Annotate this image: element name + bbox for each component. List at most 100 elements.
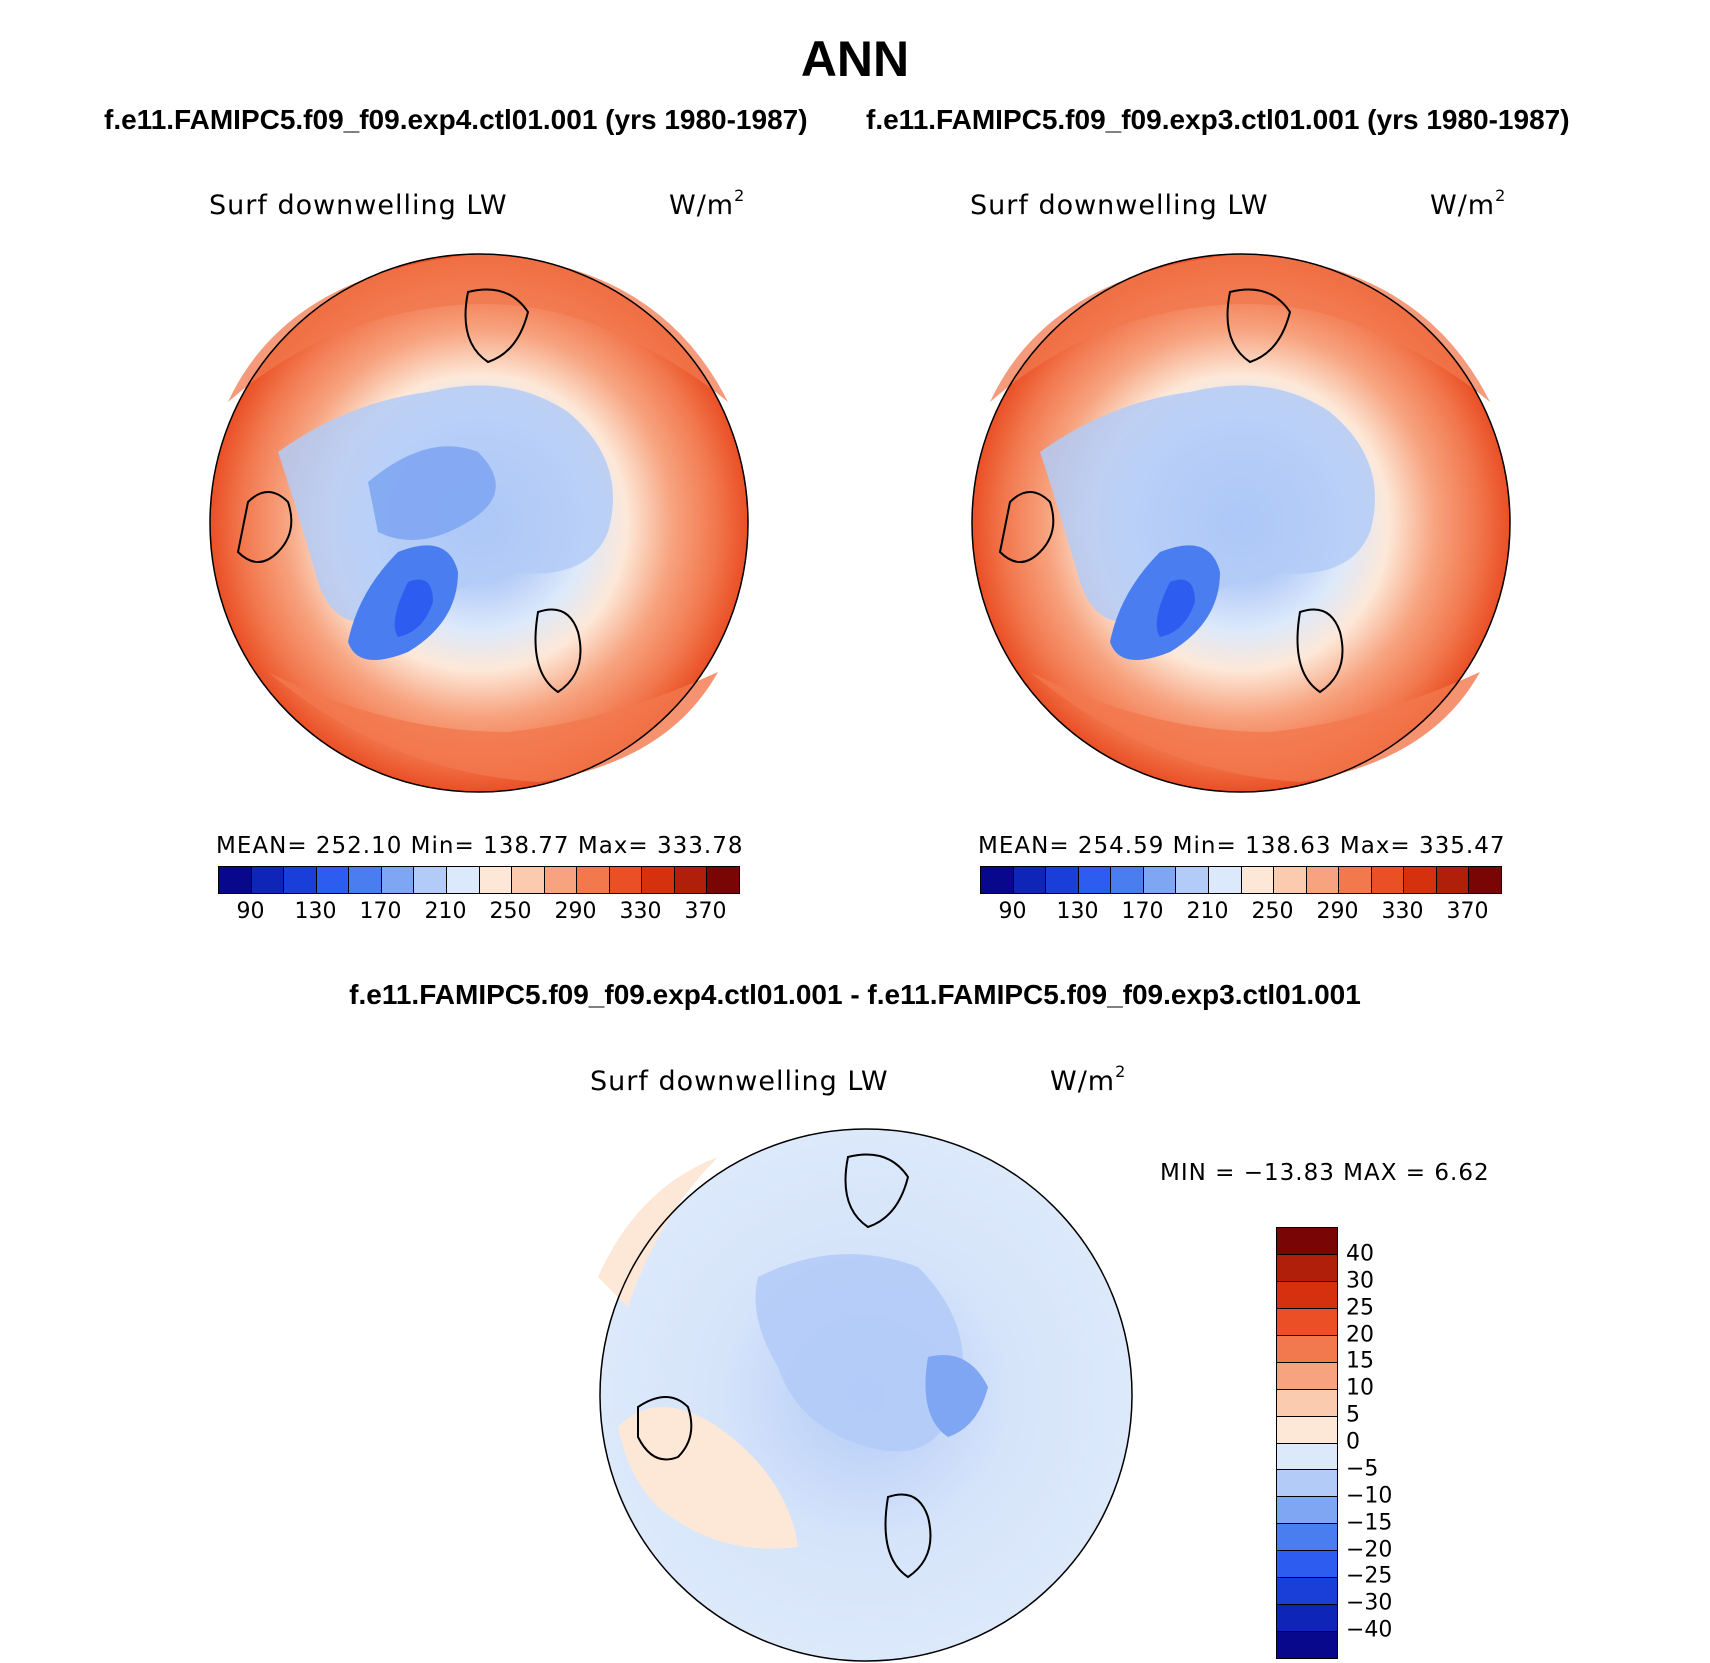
diff-warm-patch-west [618, 1407, 798, 1549]
diff-stats: MIN = −13.83 MAX = 6.62 [1160, 1160, 1490, 1186]
diff-colorbar-swatch [1277, 1281, 1337, 1309]
left-coastlines [236, 288, 582, 694]
right-colorbar-swatch [1339, 867, 1372, 893]
left-colorbar-tick-label: 130 [294, 899, 337, 924]
diff-map [598, 1128, 1133, 1662]
left-map-border [209, 253, 749, 793]
diff-colorbar-tick-label: 15 [1346, 1348, 1374, 1374]
diff-coastlines [637, 1153, 932, 1579]
left-colorbar-swatch [544, 867, 578, 893]
left-colorbar-swatch [642, 867, 675, 893]
left-colorbar-swatch [512, 867, 545, 893]
diff-colorbar-swatch [1277, 1578, 1337, 1606]
left-colorbar-swatch [577, 867, 610, 893]
left-colorbar-swatch [219, 867, 252, 893]
left-units-label: W/m2 [669, 186, 746, 221]
right-colorbar-swatch [1241, 867, 1275, 893]
left-map [209, 253, 749, 793]
right-coastlines [998, 288, 1344, 694]
right-colorbar-swatch [981, 867, 1014, 893]
left-colorbar-tick-label: 370 [684, 899, 727, 924]
diff-colorbar-tick-label: −20 [1346, 1537, 1393, 1562]
diff-colorbar-tick-label: 25 [1346, 1295, 1374, 1321]
diff-colorbar-swatch [1277, 1632, 1337, 1658]
diff-colorbar-tick-label: 30 [1346, 1268, 1374, 1294]
left-colorbar-swatch [381, 867, 415, 893]
right-colorbar-swatch [1436, 867, 1470, 893]
left-colorbar-tick-label: 210 [424, 899, 467, 924]
diff-warm-patch-north [598, 1157, 718, 1307]
right-stats: MEAN= 254.59 Min= 138.63 Max= 335.47 [978, 833, 1506, 859]
diff-colorbar-tick-label: 40 [1346, 1241, 1374, 1267]
diff-colorbar [1276, 1227, 1338, 1659]
right-arctic-low [1040, 385, 1375, 622]
diff-variable-label: Surf downwelling LW [590, 1066, 889, 1097]
right-colorbar-swatch [1111, 867, 1144, 893]
diff-units-label: W/m2 [1050, 1062, 1127, 1097]
right-colorbar-swatch [1371, 867, 1405, 893]
diff-colorbar-tick-label: 20 [1346, 1322, 1374, 1347]
diff-cool-core [925, 1355, 988, 1437]
left-colorbar-swatch [479, 867, 513, 893]
diff-colorbar-tick-label: −5 [1346, 1456, 1379, 1482]
diff-cool-central [755, 1254, 963, 1452]
case2-title: f.e11.FAMIPC5.f09_f09.exp3.ctl01.001 (yr… [866, 104, 1570, 135]
right-pacific-warm [990, 254, 1490, 402]
left-colorbar-tick-label: 90 [236, 899, 265, 924]
right-colorbar-swatch [1078, 867, 1112, 893]
left-colorbar-swatch [414, 867, 447, 893]
right-colorbar-tick-label: 170 [1121, 899, 1164, 924]
right-colorbar-swatch [1306, 867, 1340, 893]
left-colorbar-swatch [609, 867, 643, 893]
diff-colorbar-tick-label: 0 [1346, 1429, 1360, 1455]
right-colorbar-swatch [1013, 867, 1047, 893]
diff-colorbar-tick-label: −40 [1346, 1617, 1393, 1643]
left-arctic-core [368, 446, 496, 540]
left-colorbar-tick-label: 290 [554, 899, 597, 924]
case1-title: f.e11.FAMIPC5.f09_f09.exp4.ctl01.001 (yr… [104, 104, 808, 135]
left-colorbar-tick-label: 170 [359, 899, 402, 924]
diff-colorbar-swatch [1277, 1524, 1337, 1552]
right-variable-label: Surf downwelling LW [970, 190, 1269, 221]
right-colorbar-swatch [1208, 867, 1242, 893]
figure-title: ANN [800, 31, 910, 87]
right-colorbar-swatch [1046, 867, 1079, 893]
diff-colorbar-swatch [1277, 1362, 1337, 1390]
right-colorbar-tick-label: 290 [1316, 899, 1359, 924]
right-map-border [971, 253, 1511, 793]
right-colorbar-tick-label: 130 [1056, 899, 1099, 924]
diff-colorbar-swatch [1277, 1389, 1337, 1417]
left-colorbar-swatch [284, 867, 317, 893]
left-atlantic-warm [268, 672, 718, 782]
left-colorbar-swatch [674, 867, 708, 893]
diff-colorbar-swatch [1277, 1551, 1337, 1579]
diff-colorbar-swatch [1277, 1254, 1337, 1282]
left-colorbar [218, 866, 740, 894]
left-pacific-warm [228, 254, 728, 402]
diff-colorbar-tick-label: −25 [1346, 1563, 1393, 1589]
right-colorbar-ticks: 90 130 170 210 250 290 330 370 [980, 899, 1500, 929]
right-colorbar-tick-label: 370 [1446, 899, 1489, 924]
left-colorbar-swatch [446, 867, 480, 893]
right-colorbar-swatch [1404, 867, 1437, 893]
diff-colorbar-ticks: 40 30 25 20 15 10 5 0 −5 −10 −15 −20 −25 −30 −40 [1346, 1227, 1426, 1657]
diff-colorbar-swatch [1277, 1416, 1337, 1444]
right-colorbar-tick-label: 330 [1381, 899, 1424, 924]
right-colorbar [980, 866, 1502, 894]
right-colorbar-tick-label: 90 [998, 899, 1027, 924]
diff-colorbar-tick-label: −30 [1346, 1590, 1393, 1616]
right-colorbar-swatch [1176, 867, 1209, 893]
left-colorbar-tick-label: 250 [489, 899, 532, 924]
right-colorbar-tick-label: 210 [1186, 899, 1229, 924]
diff-colorbar-swatch [1277, 1308, 1337, 1336]
right-colorbar-swatch [1274, 867, 1307, 893]
left-colorbar-swatch [349, 867, 382, 893]
diff-colorbar-tick-label: 5 [1346, 1402, 1360, 1428]
left-greenland-core [394, 579, 433, 637]
right-colorbar-tick-label: 250 [1251, 899, 1294, 924]
left-stats: MEAN= 252.10 Min= 138.77 Max= 333.78 [216, 833, 744, 859]
diff-colorbar-swatch [1277, 1228, 1337, 1255]
left-colorbar-swatch [707, 867, 739, 893]
left-colorbar-swatch [251, 867, 285, 893]
right-units-label: W/m2 [1430, 186, 1507, 221]
